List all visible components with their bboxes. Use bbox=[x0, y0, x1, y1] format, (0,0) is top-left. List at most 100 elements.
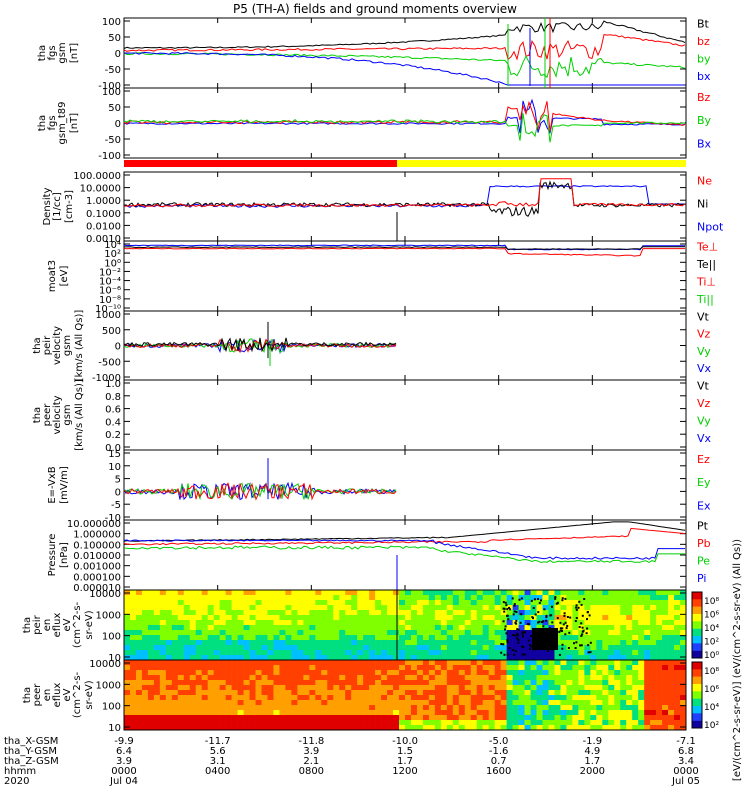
heatmap-cell bbox=[147, 600, 155, 606]
colorbar-segment bbox=[692, 662, 702, 670]
heatmap-cell bbox=[566, 700, 573, 706]
heatmap-cell bbox=[608, 665, 615, 671]
heatmap-cell bbox=[255, 650, 262, 656]
heatmap-cell bbox=[482, 640, 489, 646]
heatmap-cell bbox=[363, 650, 370, 656]
y-tick-label: -50 bbox=[105, 65, 121, 76]
heatmap-cell bbox=[387, 655, 394, 661]
heatmap-cell bbox=[177, 605, 185, 611]
heatmap-cell bbox=[620, 685, 627, 691]
heatmap-cell bbox=[291, 650, 298, 656]
time-col-x: -7.1 bbox=[676, 736, 696, 747]
heatmap-cell bbox=[536, 595, 543, 601]
heatmap-cell bbox=[249, 675, 256, 681]
heatmap-cell bbox=[129, 645, 137, 651]
heatmap-cell bbox=[141, 680, 149, 686]
heatmap-cell bbox=[668, 670, 675, 676]
heatmap-cell bbox=[422, 710, 430, 716]
time-col-z: 1.7 bbox=[397, 756, 413, 767]
heatmap-cell bbox=[375, 640, 382, 646]
heatmap-cell bbox=[249, 590, 256, 596]
heatmap-cell bbox=[315, 620, 322, 626]
heatmap-cell bbox=[387, 685, 394, 691]
heatmap-cell bbox=[452, 605, 460, 611]
y-axis-label: gsm_t89 bbox=[57, 102, 68, 145]
heatmap-cell bbox=[141, 615, 149, 621]
heatmap-cell bbox=[650, 725, 657, 731]
heatmap-cell bbox=[183, 725, 191, 731]
heatmap-cell bbox=[195, 615, 203, 621]
legend-entry: Ti|| bbox=[696, 293, 714, 306]
y-axis-label: (cm^2-s- bbox=[72, 671, 83, 718]
heatmap-speckle bbox=[577, 606, 580, 609]
heatmap-cell bbox=[434, 635, 442, 641]
heatmap-speckle bbox=[516, 632, 519, 635]
heatmap-cell bbox=[327, 705, 334, 711]
heatmap-cell bbox=[470, 700, 478, 706]
heatmap-cell bbox=[620, 695, 627, 701]
heatmap-cell bbox=[494, 675, 501, 681]
heatmap-cell bbox=[560, 720, 567, 726]
heatmap-cell bbox=[416, 705, 424, 711]
heatmap-cell bbox=[644, 700, 651, 706]
heatmap-cell bbox=[249, 660, 256, 666]
heatmap-cell bbox=[602, 610, 609, 616]
heatmap-cell bbox=[219, 700, 226, 706]
heatmap-cell bbox=[327, 715, 334, 721]
heatmap-cell bbox=[201, 630, 208, 636]
heatmap-cell bbox=[482, 650, 489, 656]
heatmap-cell bbox=[566, 660, 573, 666]
heatmap-speckle bbox=[516, 628, 519, 631]
heatmap-cell bbox=[482, 670, 489, 676]
heatmap-cell bbox=[662, 600, 669, 606]
heatmap-cell bbox=[602, 655, 609, 661]
heatmap-cell bbox=[213, 640, 220, 646]
heatmap-cell bbox=[410, 665, 418, 671]
heatmap-cell bbox=[375, 685, 382, 691]
heatmap-cell bbox=[638, 715, 645, 721]
heatmap-speckle bbox=[575, 617, 578, 619]
heatmap-cell bbox=[608, 645, 615, 651]
heatmap-cell bbox=[452, 725, 460, 731]
heatmap-cell bbox=[363, 645, 370, 651]
heatmap-cell bbox=[249, 725, 256, 731]
heatmap-cell bbox=[488, 610, 495, 616]
heatmap-cell bbox=[339, 640, 346, 646]
heatmap-cell bbox=[333, 610, 340, 616]
heatmap-cell bbox=[135, 610, 143, 616]
heatmap-cell bbox=[464, 590, 472, 596]
heatmap-cell bbox=[267, 650, 274, 656]
heatmap-cell bbox=[410, 640, 418, 646]
heatmap-cell bbox=[129, 670, 137, 676]
heatmap-cell bbox=[381, 590, 388, 596]
heatmap-cell bbox=[201, 715, 208, 721]
heatmap-cell bbox=[410, 725, 418, 731]
heatmap-cell bbox=[596, 720, 603, 726]
heatmap-cell bbox=[626, 680, 633, 686]
heatmap-cell bbox=[291, 660, 298, 666]
heatmap-cell bbox=[650, 715, 657, 721]
heatmap-cell bbox=[560, 615, 567, 621]
heatmap-cell bbox=[315, 685, 322, 691]
heatmap-cell bbox=[189, 595, 197, 601]
heatmap-cell bbox=[524, 665, 531, 671]
y-axis-label: gsm bbox=[57, 42, 68, 63]
heatmap-cell bbox=[357, 630, 364, 636]
heatmap-cell bbox=[231, 590, 238, 596]
heatmap-cell bbox=[141, 665, 149, 671]
heatmap-cell bbox=[291, 620, 298, 626]
heatmap-cell bbox=[482, 725, 489, 731]
heatmap-cell bbox=[476, 675, 484, 681]
heatmap-cell bbox=[482, 600, 489, 606]
heatmap-cell bbox=[261, 590, 268, 596]
heatmap-cell bbox=[536, 710, 543, 716]
heatmap-cell bbox=[542, 675, 549, 681]
heatmap-cell bbox=[261, 705, 268, 711]
heatmap-cell bbox=[225, 710, 232, 716]
heatmap-cell bbox=[255, 615, 262, 621]
heatmap-cell bbox=[315, 650, 322, 656]
heatmap-cell bbox=[195, 635, 203, 641]
heatmap-cell bbox=[638, 725, 645, 731]
heatmap-cell bbox=[273, 685, 280, 691]
time-col-hhmm: 0000 bbox=[111, 766, 136, 777]
